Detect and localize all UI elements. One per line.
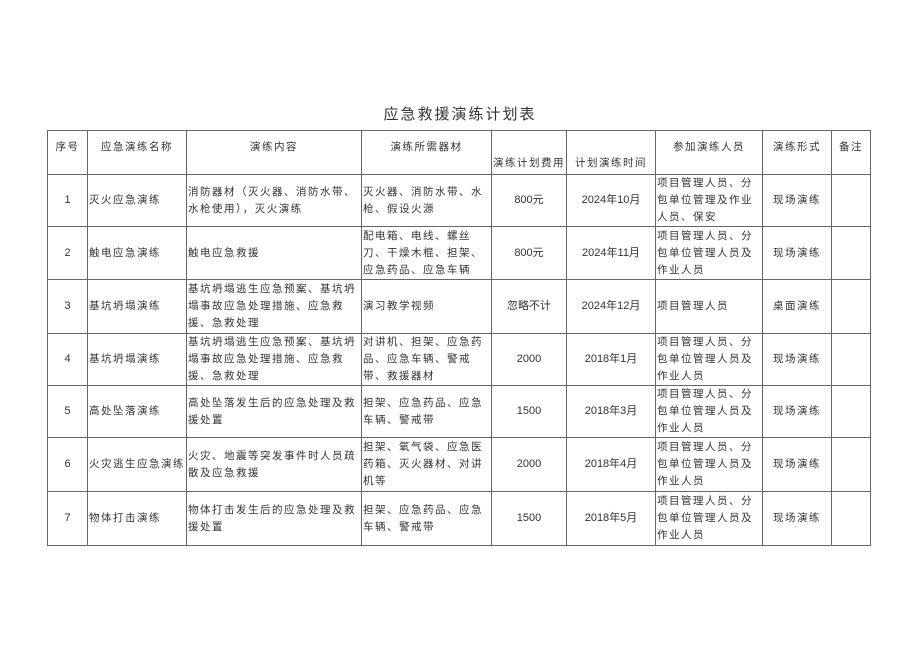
cell-time: 2024年11月: [566, 226, 656, 280]
cell-cost: 2000: [491, 333, 567, 386]
cell-cost: 800元: [491, 174, 567, 227]
cell-name: 高处坠落演练: [87, 385, 187, 438]
cell-time: 2018年3月: [566, 385, 656, 438]
cell-no: 2: [47, 226, 88, 280]
cell-name: 基坑坍塌演练: [87, 333, 187, 386]
cell-staff: 项目管理人员、分包单位管理人员及作业人员: [655, 226, 763, 280]
table-row: 5 高处坠落演练 高处坠落发生后的应急处理及救援处置 担架、应急药品、应急车辆、警戒带…: [47, 385, 871, 438]
cell-form: 现场演练: [762, 491, 832, 546]
cell-no: 4: [47, 333, 88, 386]
table-row: 7 物体打击演练 物体打击发生后的应急处理及救援处置 担架、应急药品、应急车辆、警戒带…: [47, 491, 871, 546]
cell-no: 1: [47, 174, 88, 227]
cell-form: 桌面演练: [762, 279, 832, 334]
cell-cost: 800元: [491, 226, 567, 280]
cell-note: [831, 437, 871, 492]
cell-note: [831, 279, 871, 334]
cell-name: 基坑坍塌演练: [87, 279, 187, 334]
cell-note: [831, 174, 871, 227]
header-cost: 演练计划费用: [491, 130, 567, 175]
table-row: 4 基坑坍塌演练 基坑坍塌逃生应急预案、基坑坍塌事故应急处理措施、应急救援、急救处理…: [47, 333, 871, 386]
header-equipment: 演练所需器材: [361, 130, 492, 175]
cell-content: 火灾、地震等突发事件时人员疏散及应急救援: [186, 437, 362, 492]
header-no: 序号: [47, 130, 88, 175]
cell-name: 物体打击演练: [87, 491, 187, 546]
cell-content: 消防器材（灭火器、消防水带、水枪使用），灭火演练: [186, 174, 362, 227]
cell-no: 3: [47, 279, 88, 334]
cell-equipment: 演习教学视频: [361, 279, 492, 334]
cell-staff: 项目管理人员、分包单位管理人员及作业人员: [655, 437, 763, 492]
cell-equipment: 对讲机、担架、应急药品、应急车辆、警戒带、救援器材: [361, 333, 492, 386]
header-form: 演练形式: [762, 130, 832, 175]
cell-time: 2024年10月: [566, 174, 656, 227]
document-title: 应急救援演练计划表: [383, 105, 537, 123]
cell-no: 7: [47, 491, 88, 546]
header-content: 演练内容: [186, 130, 362, 175]
header-name: 应急演练名称: [87, 130, 187, 175]
cell-form: 现场演练: [762, 226, 832, 280]
cell-staff: 项目管理人员: [655, 279, 763, 334]
cell-name: 触电应急演练: [87, 226, 187, 280]
cell-time: 2024年12月: [566, 279, 656, 334]
cell-note: [831, 491, 871, 546]
cell-name: 灭火应急演练: [87, 174, 187, 227]
cell-form: 现场演练: [762, 174, 832, 227]
cell-equipment: 担架、应急药品、应急车辆、警戒带: [361, 385, 492, 438]
cell-content: 触电应急救援: [186, 226, 362, 280]
table-row: 1 灭火应急演练 消防器材（灭火器、消防水带、水枪使用），灭火演练 灭火器、消防水带、…: [47, 174, 871, 227]
cell-cost: 2000: [491, 437, 567, 492]
cell-equipment: 担架、氧气袋、应急医药箱、灭火器材、对讲机等: [361, 437, 492, 492]
cell-content: 高处坠落发生后的应急处理及救援处置: [186, 385, 362, 438]
cell-no: 5: [47, 385, 88, 438]
cell-form: 现场演练: [762, 385, 832, 438]
cell-note: [831, 226, 871, 280]
cell-name: 火灾逃生应急演练: [87, 437, 187, 492]
cell-form: 现场演练: [762, 437, 832, 492]
cell-content: 基坑坍塌逃生应急预案、基坑坍塌事故应急处理措施、应急救援、急救处理: [186, 279, 362, 334]
cell-equipment: 灭火器、消防水带、水枪、假设火源: [361, 174, 492, 227]
cell-time: 2018年4月: [566, 437, 656, 492]
cell-note: [831, 385, 871, 438]
cell-time: 2018年1月: [566, 333, 656, 386]
cell-equipment: 担架、应急药品、应急车辆、警戒带: [361, 491, 492, 546]
cell-content: 基坑坍塌逃生应急预案、基坑坍塌事故应急处理措施、应急救援、急救处理: [186, 333, 362, 386]
cell-cost: 忽略不计: [491, 279, 567, 334]
table-row: 6 火灾逃生应急演练 火灾、地震等突发事件时人员疏散及应急救援 担架、氧气袋、应急医药…: [47, 437, 871, 492]
table-row: 2 触电应急演练 触电应急救援 配电箱、电线、螺丝刀、干燥木棍、担架、应急药品、应急车…: [47, 226, 871, 280]
header-note: 备注: [831, 130, 871, 175]
cell-cost: 1500: [491, 491, 567, 546]
cell-form: 现场演练: [762, 333, 832, 386]
cell-cost: 1500: [491, 385, 567, 438]
cell-equipment: 配电箱、电线、螺丝刀、干燥木棍、担架、应急药品、应急车辆: [361, 226, 492, 280]
header-time: 计划演练时间: [566, 130, 656, 175]
cell-staff: 项目管理人员、分包单位管理及作业人员、保安: [655, 174, 763, 227]
cell-staff: 项目管理人员、分包单位管理人员及作业人员: [655, 333, 763, 386]
header-row: 序号 应急演练名称 演练内容 演练所需器材 演练计划费用 计划演练时间 参加演练…: [47, 130, 871, 175]
cell-staff: 项目管理人员、分包单位管理人员及作业人员: [655, 491, 763, 546]
table-row: 3 基坑坍塌演练 基坑坍塌逃生应急预案、基坑坍塌事故应急处理措施、应急救援、急救处理…: [47, 279, 871, 334]
header-staff: 参加演练人员: [655, 130, 763, 175]
cell-note: [831, 333, 871, 386]
cell-time: 2018年5月: [566, 491, 656, 546]
cell-no: 6: [47, 437, 88, 492]
cell-content: 物体打击发生后的应急处理及救援处置: [186, 491, 362, 546]
cell-staff: 项目管理人员、分包单位管理人员及作业人员: [655, 385, 763, 438]
drill-plan-table: 序号 应急演练名称 演练内容 演练所需器材 演练计划费用 计划演练时间 参加演练…: [47, 130, 871, 546]
